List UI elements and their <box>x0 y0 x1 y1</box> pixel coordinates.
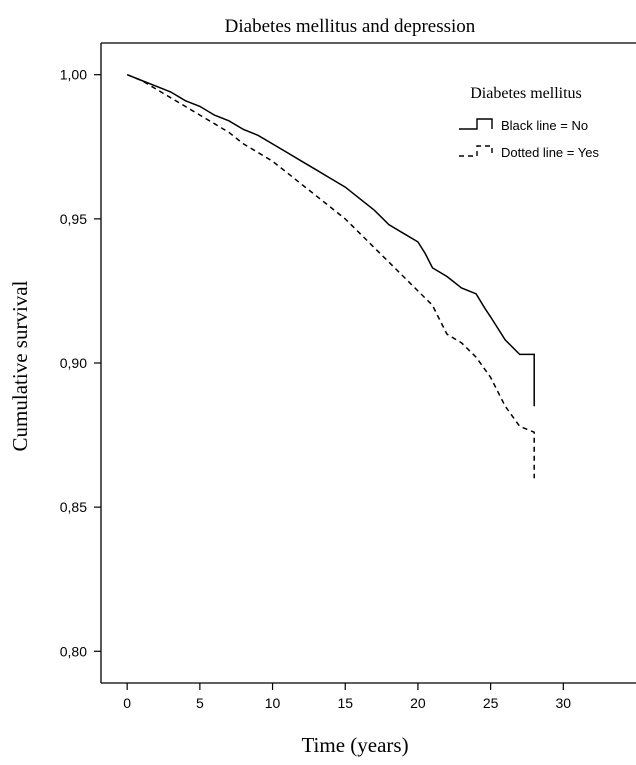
x-tick-label: 30 <box>556 695 572 711</box>
legend-entry-yes: Dotted line = Yes <box>501 145 599 160</box>
y-tick-label: 0,90 <box>60 355 87 371</box>
y-tick-label: 0,85 <box>60 499 87 515</box>
legend-symbol-yes <box>459 145 493 157</box>
x-tick-label: 0 <box>123 695 131 711</box>
x-tick-label: 15 <box>337 695 353 711</box>
chart-title: Diabetes mellitus and depression <box>225 16 476 37</box>
survival-line-diabetes <box>126 74 535 479</box>
legend-title: Diabetes mellitus <box>470 85 582 102</box>
y-axis-label: Cumulative survival <box>8 280 32 451</box>
legend-entry-no: Black line = No <box>501 118 588 133</box>
survival-line-no-diabetes <box>126 74 535 407</box>
survival-curves <box>126 74 535 479</box>
x-tick-label: 10 <box>265 695 281 711</box>
y-tick-label: 0,80 <box>60 643 87 659</box>
x-tick-label: 25 <box>483 695 499 711</box>
axes: 0 5 10 15 20 25 30 0,80 0,85 0,90 0,95 1,00 <box>60 42 636 711</box>
y-tick-label: 0,95 <box>60 211 87 227</box>
x-tick-label: 20 <box>410 695 426 711</box>
y-tick-label: 1,00 <box>60 67 87 83</box>
x-tick-label: 5 <box>196 695 204 711</box>
legend-symbol-no <box>459 118 493 130</box>
x-axis-label: Time (years) <box>301 733 408 757</box>
legend: Diabetes mellitus Black line = No Dotted… <box>459 85 599 160</box>
